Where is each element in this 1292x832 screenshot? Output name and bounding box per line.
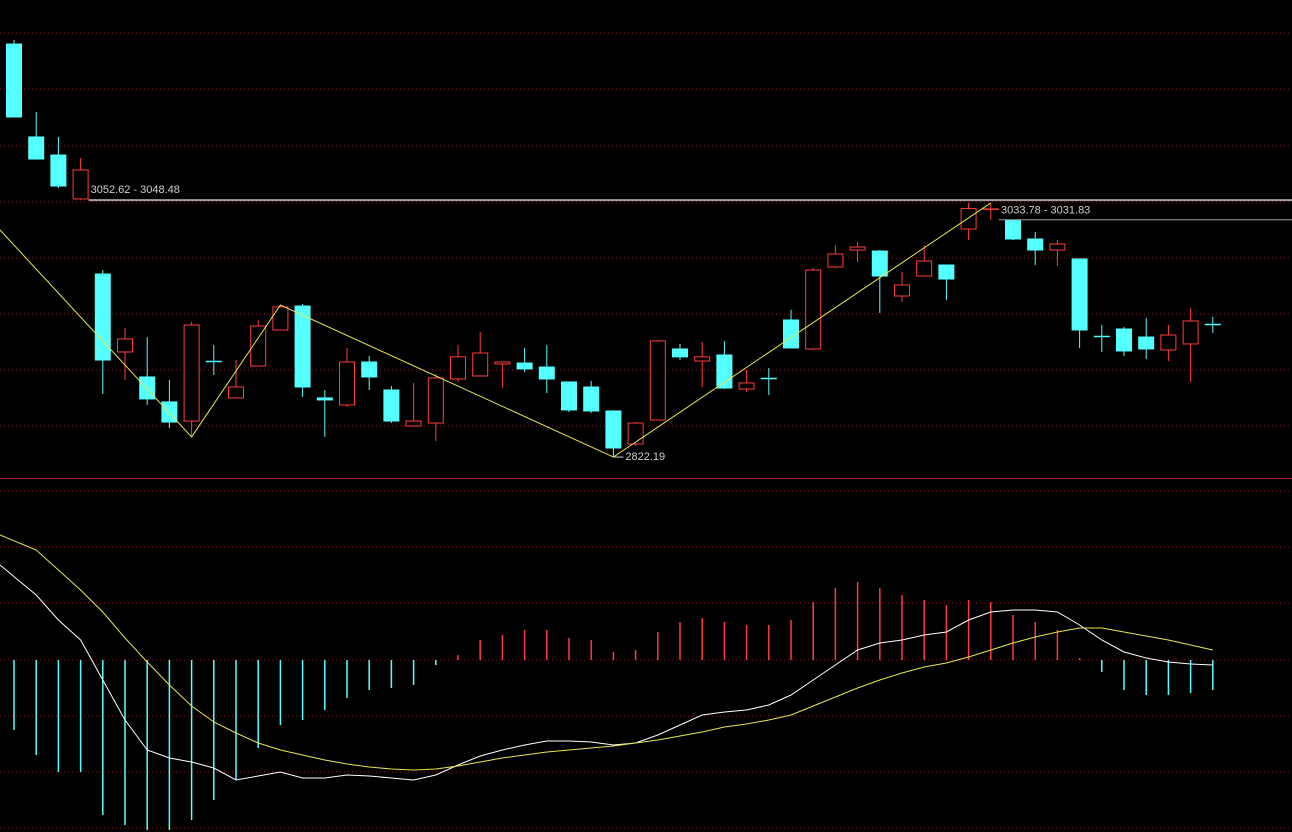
- candle-body: [583, 386, 600, 412]
- candle-body: [94, 273, 111, 361]
- candle-body: [849, 246, 866, 251]
- candle-body: [183, 324, 200, 422]
- candle-body: [627, 422, 644, 445]
- candle-body: [472, 352, 489, 377]
- candle-body: [72, 169, 89, 200]
- candle-body: [1160, 334, 1177, 351]
- candle-body: [916, 260, 933, 277]
- candle-body: [139, 376, 156, 400]
- annotation: 2822.19: [625, 451, 665, 463]
- candle-body: [117, 338, 133, 353]
- candle-body: [1005, 219, 1021, 240]
- candle-body: [1049, 243, 1066, 251]
- candle-body: [1116, 328, 1132, 352]
- grid: [0, 32, 1292, 829]
- candle-body: [516, 362, 533, 370]
- candle-body: [250, 325, 267, 367]
- candle-body: [383, 389, 400, 422]
- candle-body: [716, 354, 733, 389]
- candle-body: [427, 377, 444, 424]
- candle-body: [1182, 320, 1199, 345]
- candle-body: [561, 381, 577, 411]
- candle-body: [494, 361, 511, 365]
- candle-body: [1027, 238, 1044, 251]
- candle-body: [783, 319, 799, 349]
- candle-body: [228, 386, 244, 399]
- candle-body: [871, 250, 888, 277]
- candle-body: [827, 253, 844, 268]
- macd-line: [0, 534, 1213, 771]
- candle-body: [50, 154, 67, 187]
- candle-body: [672, 348, 688, 358]
- candle-body: [805, 269, 822, 350]
- candle-body: [694, 356, 711, 362]
- candle-body: [738, 382, 755, 390]
- candle-body: [1138, 336, 1155, 350]
- candle-body: [316, 397, 333, 401]
- candle-body: [605, 410, 622, 449]
- candle-body: [405, 420, 422, 427]
- candle-body: [6, 43, 22, 118]
- candle-body: [938, 264, 955, 280]
- zigzag-line: [0, 202, 992, 458]
- candle-body: [1071, 258, 1088, 331]
- annotation: 3033.78 - 3031.83: [1001, 205, 1090, 217]
- candle-body: [450, 356, 466, 380]
- candle-body: [894, 284, 910, 297]
- macd-line: [0, 564, 1213, 781]
- candle-body: [361, 361, 378, 378]
- candle-body: [28, 136, 45, 160]
- candle-body: [294, 305, 311, 388]
- candle-body: [960, 208, 977, 230]
- candle-body: [649, 340, 666, 421]
- candle-body: [538, 366, 555, 380]
- candle-body: [339, 361, 355, 406]
- candle-body: [272, 306, 289, 331]
- annotation: 3052.62 - 3048.48: [91, 184, 180, 196]
